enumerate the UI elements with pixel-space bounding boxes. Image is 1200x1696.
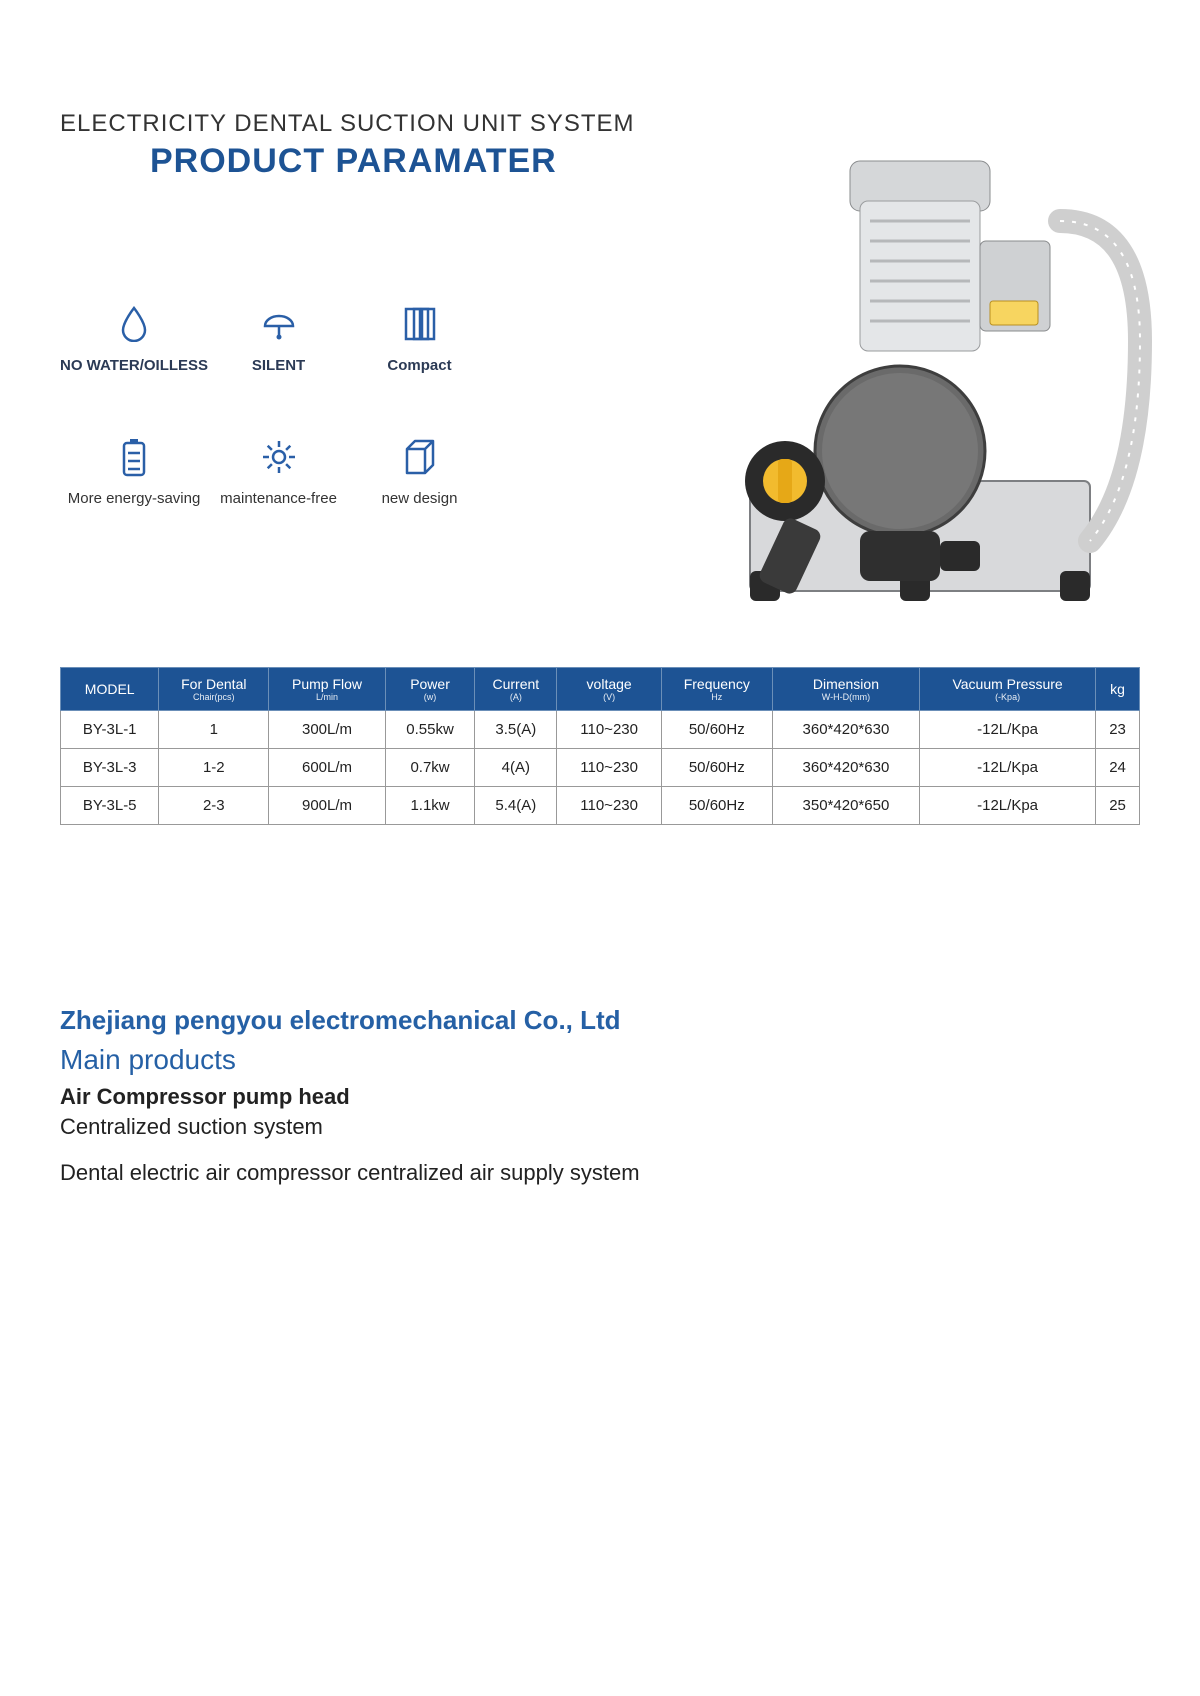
table-cell: -12L/Kpa bbox=[920, 787, 1096, 825]
table-cell: BY-3L-5 bbox=[61, 787, 159, 825]
table-cell: 300L/m bbox=[269, 711, 386, 749]
table-cell: 4(A) bbox=[475, 749, 557, 787]
feature-item: new design bbox=[349, 434, 490, 507]
table-header-cell: FrequencyHz bbox=[661, 668, 772, 711]
feature-item: NO WATER/OILLESS bbox=[60, 301, 208, 374]
feature-label: More energy-saving bbox=[68, 490, 201, 507]
table-cell: 1-2 bbox=[159, 749, 269, 787]
footer-product-line: Dental electric air compressor centraliz… bbox=[60, 1160, 1140, 1186]
table-cell: 24 bbox=[1096, 749, 1140, 787]
table-cell: 360*420*630 bbox=[772, 711, 919, 749]
table-cell: 23 bbox=[1096, 711, 1140, 749]
table-header-cell: MODEL bbox=[61, 668, 159, 711]
table-cell: 50/60Hz bbox=[661, 787, 772, 825]
table-cell: 1 bbox=[159, 711, 269, 749]
main-products-label: Main products bbox=[60, 1044, 1140, 1076]
table-cell: 110~230 bbox=[557, 787, 661, 825]
mid-section: NO WATER/OILLESS SILENT Compact More energy… bbox=[60, 261, 1140, 507]
spec-table-head: MODELFor DentalChair(pcs)Pump FlowL/minP… bbox=[61, 668, 1140, 711]
features-grid: NO WATER/OILLESS SILENT Compact More energy… bbox=[60, 301, 490, 507]
feature-item: maintenance-free bbox=[208, 434, 349, 507]
table-header-cell: DimensionW-H-D(mm) bbox=[772, 668, 919, 711]
table-cell: BY-3L-1 bbox=[61, 711, 159, 749]
table-cell: 3.5(A) bbox=[475, 711, 557, 749]
feature-label: new design bbox=[382, 490, 458, 507]
feature-item: Compact bbox=[349, 301, 490, 374]
feature-item: More energy-saving bbox=[60, 434, 208, 507]
spec-table-body: BY-3L-11300L/m0.55kw3.5(A)110~23050/60Hz… bbox=[61, 711, 1140, 825]
table-cell: 0.7kw bbox=[385, 749, 474, 787]
table-cell: 600L/m bbox=[269, 749, 386, 787]
table-cell: 2-3 bbox=[159, 787, 269, 825]
company-name: Zhejiang pengyou electromechanical Co., … bbox=[60, 1005, 1140, 1036]
table-cell: 0.55kw bbox=[385, 711, 474, 749]
table-header-cell: For DentalChair(pcs) bbox=[159, 668, 269, 711]
table-cell: 1.1kw bbox=[385, 787, 474, 825]
table-cell: 110~230 bbox=[557, 749, 661, 787]
table-cell: 110~230 bbox=[557, 711, 661, 749]
table-header-cell: Power(w) bbox=[385, 668, 474, 711]
table-row: BY-3L-31-2600L/m0.7kw4(A)110~23050/60Hz3… bbox=[61, 749, 1140, 787]
feature-label: Compact bbox=[387, 357, 451, 374]
spec-table: MODELFor DentalChair(pcs)Pump FlowL/minP… bbox=[60, 667, 1140, 825]
gear-icon bbox=[259, 434, 299, 480]
table-header-cell: voltage(V) bbox=[557, 668, 661, 711]
table-header-cell: kg bbox=[1096, 668, 1140, 711]
table-cell: -12L/Kpa bbox=[920, 749, 1096, 787]
water-drop-icon bbox=[120, 301, 148, 347]
header-subtitle: ELECTRICITY DENTAL SUCTION UNIT SYSTEM bbox=[60, 110, 1140, 138]
battery-icon bbox=[120, 434, 148, 480]
table-cell: 350*420*650 bbox=[772, 787, 919, 825]
table-header-cell: Vacuum Pressure(-Kpa) bbox=[920, 668, 1096, 711]
table-cell: 50/60Hz bbox=[661, 749, 772, 787]
feature-label: maintenance-free bbox=[220, 490, 337, 507]
table-row: BY-3L-52-3900L/m1.1kw5.4(A)110~23050/60H… bbox=[61, 787, 1140, 825]
table-row: BY-3L-11300L/m0.55kw3.5(A)110~23050/60Hz… bbox=[61, 711, 1140, 749]
table-cell: -12L/Kpa bbox=[920, 711, 1096, 749]
table-cell: BY-3L-3 bbox=[61, 749, 159, 787]
footer: Zhejiang pengyou electromechanical Co., … bbox=[60, 1005, 1140, 1186]
table-header-cell: Pump FlowL/min bbox=[269, 668, 386, 711]
feature-item: SILENT bbox=[208, 301, 349, 374]
layers-icon bbox=[403, 301, 437, 347]
bell-icon bbox=[261, 301, 297, 347]
table-cell: 360*420*630 bbox=[772, 749, 919, 787]
table-cell: 50/60Hz bbox=[661, 711, 772, 749]
table-header-cell: Current(A) bbox=[475, 668, 557, 711]
table-cell: 5.4(A) bbox=[475, 787, 557, 825]
table-cell: 25 bbox=[1096, 787, 1140, 825]
table-cell: 900L/m bbox=[269, 787, 386, 825]
footer-product-line: Centralized suction system bbox=[60, 1114, 1140, 1140]
feature-label: SILENT bbox=[252, 357, 305, 374]
product-image bbox=[600, 141, 1160, 621]
cube-icon bbox=[403, 434, 437, 480]
feature-label: NO WATER/OILLESS bbox=[60, 357, 208, 374]
footer-product-line: Air Compressor pump head bbox=[60, 1084, 1140, 1110]
